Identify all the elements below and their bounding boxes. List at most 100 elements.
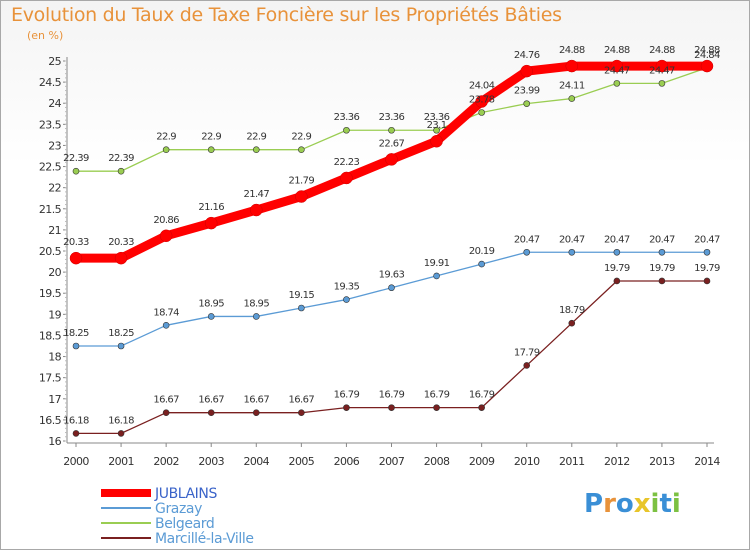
logo-letter: i xyxy=(650,489,660,519)
data-point xyxy=(117,167,125,175)
data-label: 20.19 xyxy=(469,246,495,257)
data-point xyxy=(388,284,395,292)
data-label: 24.88 xyxy=(694,45,720,56)
data-label: 16.67 xyxy=(243,395,269,406)
y-tick-label: 18 xyxy=(48,351,61,364)
data-point xyxy=(252,409,260,417)
data-point xyxy=(568,248,576,256)
data-label: 16.67 xyxy=(289,395,315,406)
data-point xyxy=(252,146,260,153)
data-label: 20.33 xyxy=(63,237,89,248)
data-point xyxy=(162,409,170,417)
data-label: 24.88 xyxy=(604,45,630,56)
data-label: 22.9 xyxy=(291,132,311,143)
logo-letter: i xyxy=(671,489,681,519)
data-label: 18.95 xyxy=(243,298,269,309)
data-point xyxy=(478,109,485,116)
logo-letter: o xyxy=(615,489,634,519)
data-label: 18.74 xyxy=(153,307,179,318)
data-label: 24.11 xyxy=(559,81,585,92)
data-label: 19.63 xyxy=(379,270,405,281)
data-label: 16.67 xyxy=(198,395,224,406)
x-tick-label: 2007 xyxy=(379,455,405,468)
y-tick-label: 21 xyxy=(48,224,61,237)
proxiti-logo: Proxiti xyxy=(584,489,681,519)
data-point xyxy=(388,126,395,134)
data-label: 18.25 xyxy=(108,328,134,339)
data-point xyxy=(343,296,350,303)
data-point xyxy=(475,95,488,108)
y-tick-label: 25 xyxy=(48,55,61,68)
data-label: 19.35 xyxy=(334,282,360,293)
data-point xyxy=(523,100,531,107)
data-label: 16.79 xyxy=(334,390,360,401)
data-point xyxy=(388,404,395,411)
data-label: 23.1 xyxy=(427,120,447,131)
data-point xyxy=(433,404,440,411)
logo-letter: x xyxy=(633,489,651,519)
data-point xyxy=(613,80,621,87)
y-tick-label: 16.5 xyxy=(39,414,62,427)
data-label: 20.86 xyxy=(153,215,179,226)
data-label: 18.79 xyxy=(559,305,585,316)
x-tick-label: 2014 xyxy=(694,455,720,468)
logo-letter: r xyxy=(603,489,616,519)
data-label: 23.36 xyxy=(424,112,450,123)
y-tick-label: 16 xyxy=(48,435,61,448)
data-point xyxy=(207,313,215,320)
data-label: 19.79 xyxy=(649,263,675,274)
data-point xyxy=(658,248,666,256)
y-tick-label: 21.5 xyxy=(39,203,62,216)
data-point xyxy=(700,59,714,73)
data-label: 20.47 xyxy=(604,234,630,245)
data-point xyxy=(162,322,170,329)
data-label: 24.47 xyxy=(649,65,675,76)
data-point xyxy=(114,251,128,265)
x-tick-label: 2011 xyxy=(559,455,585,468)
legend-entry: JUBLAINS xyxy=(154,486,217,502)
data-point xyxy=(72,167,80,175)
chart-title: Evolution du Taux de Taxe Foncière sur l… xyxy=(11,4,562,26)
data-point xyxy=(162,146,170,153)
chart-subtitle: (en %) xyxy=(27,29,64,42)
data-label: 22.9 xyxy=(156,132,176,143)
y-tick-label: 17 xyxy=(48,393,61,406)
data-label: 19.79 xyxy=(694,263,720,274)
data-label: 19.79 xyxy=(604,263,630,274)
data-point xyxy=(610,59,624,73)
x-tick-label: 2010 xyxy=(514,455,540,468)
data-point xyxy=(658,80,666,87)
data-point xyxy=(207,409,215,417)
x-tick-label: 2013 xyxy=(649,455,675,468)
data-point xyxy=(385,153,398,166)
data-label: 20.47 xyxy=(694,234,720,245)
data-label: 20.47 xyxy=(514,234,540,245)
data-point xyxy=(703,277,711,285)
data-label: 24.84 xyxy=(694,50,720,61)
data-label: 17.79 xyxy=(514,347,540,358)
x-tick-label: 2001 xyxy=(108,455,134,468)
data-point xyxy=(72,430,80,437)
data-point xyxy=(252,313,260,320)
data-point xyxy=(433,126,440,134)
data-point xyxy=(655,59,669,73)
data-point xyxy=(69,251,83,265)
legend-entry: Belgeard xyxy=(155,516,214,532)
data-point xyxy=(340,171,353,185)
data-label: 16.79 xyxy=(469,390,495,401)
data-point xyxy=(658,277,666,285)
data-point xyxy=(298,304,305,312)
data-point xyxy=(250,203,263,217)
y-tick-label: 19.5 xyxy=(39,287,62,300)
data-label: 24.04 xyxy=(469,81,495,92)
legend-entry: Marcillé-la-Ville xyxy=(155,531,254,547)
data-label: 23.78 xyxy=(469,95,495,106)
data-point xyxy=(159,229,173,243)
data-label: 19.15 xyxy=(289,290,315,301)
data-point xyxy=(343,404,350,411)
y-tick-label: 22 xyxy=(48,182,61,195)
data-label: 22.39 xyxy=(63,153,89,164)
data-point xyxy=(478,404,485,411)
data-label: 21.16 xyxy=(198,202,224,213)
